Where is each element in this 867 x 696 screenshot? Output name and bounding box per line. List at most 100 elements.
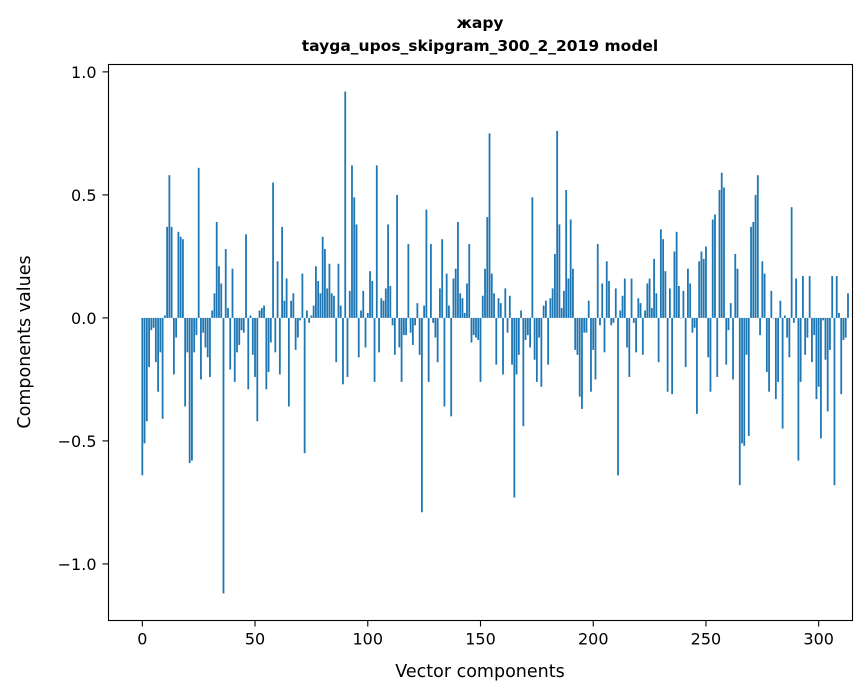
bar: [813, 317, 816, 336]
bar: [335, 317, 338, 363]
bar: [488, 133, 491, 318]
bar: [398, 317, 401, 348]
bar: [732, 317, 734, 380]
bar: [411, 317, 414, 345]
bar: [407, 244, 410, 318]
bar: [211, 310, 214, 318]
bar: [761, 261, 764, 318]
bar: [373, 317, 376, 382]
bar: [238, 317, 241, 345]
bar: [572, 268, 574, 318]
bar: [720, 172, 723, 318]
bar: [251, 317, 254, 355]
bar: [224, 249, 227, 318]
bar: [308, 317, 311, 323]
bar: [709, 317, 712, 392]
bar: [269, 317, 272, 343]
bar: [425, 209, 428, 318]
bar: [693, 317, 696, 328]
bars-group: [141, 91, 849, 594]
bar: [639, 303, 642, 318]
bar: [276, 261, 279, 318]
bar: [382, 300, 385, 318]
bar: [750, 226, 752, 318]
bar: [599, 317, 601, 326]
y-tick-label: 0.5: [71, 186, 96, 205]
bar: [630, 278, 633, 318]
bar: [443, 317, 446, 407]
bar: [714, 214, 716, 318]
bar: [698, 261, 701, 318]
bar: [826, 317, 829, 412]
bar: [535, 317, 538, 382]
bar: [610, 317, 613, 326]
bar: [493, 293, 495, 318]
bar: [576, 317, 579, 355]
bar: [569, 219, 572, 318]
bar: [303, 317, 306, 454]
x-tick-label: 150: [465, 630, 496, 649]
bar: [702, 258, 705, 318]
bar: [319, 293, 322, 318]
bar: [614, 288, 617, 318]
bar: [209, 317, 211, 377]
bar: [393, 317, 396, 355]
bar: [416, 303, 419, 318]
bar: [227, 308, 229, 318]
bar: [637, 298, 640, 318]
bar: [729, 303, 732, 318]
y-tick-label: 0.0: [71, 309, 96, 328]
bar: [617, 317, 619, 476]
bar: [747, 317, 750, 436]
bar: [490, 273, 493, 318]
bar: [716, 317, 719, 377]
bar: [206, 317, 209, 358]
bar: [283, 300, 286, 318]
bar: [292, 293, 295, 318]
bar: [526, 317, 529, 336]
bar: [655, 293, 658, 318]
bar: [547, 317, 550, 365]
bar: [560, 308, 563, 318]
bar: [797, 317, 800, 461]
bar: [432, 317, 435, 323]
bar: [650, 308, 653, 318]
bar: [445, 273, 448, 318]
bar: [466, 283, 468, 318]
bar: [315, 266, 317, 318]
bar: [272, 182, 274, 318]
bar: [592, 317, 595, 350]
bar: [380, 298, 383, 318]
bar: [723, 187, 725, 318]
bar: [204, 317, 207, 348]
bar: [806, 317, 809, 338]
y-tick-label: −0.5: [58, 432, 97, 451]
bar: [409, 317, 412, 333]
bar: [817, 317, 820, 387]
bar: [524, 317, 527, 341]
x-axis-ticks: 0 50 100 150 200 250 300: [137, 620, 834, 649]
bar: [256, 317, 259, 422]
bar: [384, 288, 387, 318]
bar: [759, 317, 761, 336]
bar: [605, 261, 608, 318]
bar: [657, 317, 660, 363]
bar: [285, 278, 288, 318]
bar: [434, 317, 437, 338]
bar: [517, 317, 520, 355]
y-axis-label: Components values: [15, 255, 35, 428]
bar: [301, 273, 304, 318]
bar: [515, 317, 518, 375]
bar: [596, 244, 599, 318]
bar: [829, 317, 831, 350]
bar: [752, 221, 755, 318]
bar: [608, 281, 610, 318]
bar: [475, 317, 477, 338]
bar: [675, 231, 678, 318]
bar: [777, 317, 779, 382]
bar: [152, 317, 155, 328]
bar: [461, 298, 464, 318]
bar: [154, 317, 157, 363]
bar: [792, 317, 795, 323]
